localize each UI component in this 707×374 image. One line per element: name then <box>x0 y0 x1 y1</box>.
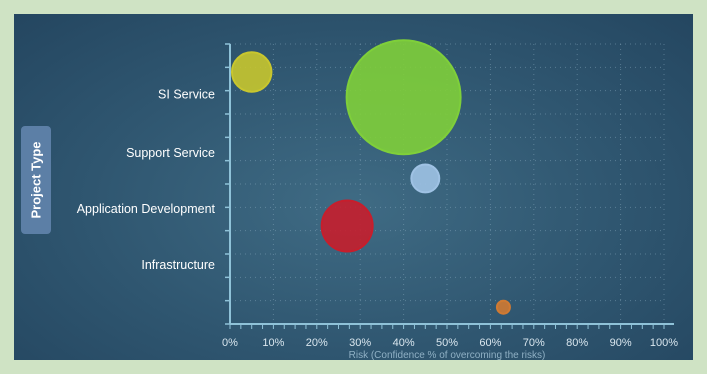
bubble <box>345 39 462 156</box>
category-label: Infrastructure <box>141 258 215 272</box>
x-tick-label: 20% <box>306 337 328 349</box>
bubble <box>230 51 273 93</box>
x-tick-label: 30% <box>349 337 371 349</box>
x-tick-label: 40% <box>393 337 415 349</box>
x-tick-label: 70% <box>523 337 545 349</box>
x-tick-label: 10% <box>262 337 284 349</box>
axes <box>225 43 674 329</box>
x-tick-label: 60% <box>479 337 501 349</box>
x-tick-label: 100% <box>650 337 678 349</box>
bubble <box>410 163 441 194</box>
grid <box>230 43 665 324</box>
x-axis-title: Risk (Confidence % of overcoming the ris… <box>349 350 546 360</box>
labels: SI Service Support Service Application Dev… <box>77 87 679 360</box>
bubbles <box>230 39 511 315</box>
x-tick-label: 80% <box>566 337 588 349</box>
bubble-chart: SI Service Support Service Application Dev… <box>77 39 679 360</box>
x-tick-label: 90% <box>610 337 632 349</box>
category-label: Application Development <box>77 202 216 216</box>
y-axis-title-box <box>21 126 51 234</box>
chart-panel: Project Type SI Service Support Service Ap… <box>14 14 693 360</box>
x-tick-label: 0% <box>222 337 238 349</box>
category-label: Support Service <box>126 146 215 160</box>
bubble <box>495 299 511 315</box>
bubble <box>320 199 374 253</box>
x-tick-label: 50% <box>436 337 458 349</box>
category-label: SI Service <box>158 87 215 101</box>
